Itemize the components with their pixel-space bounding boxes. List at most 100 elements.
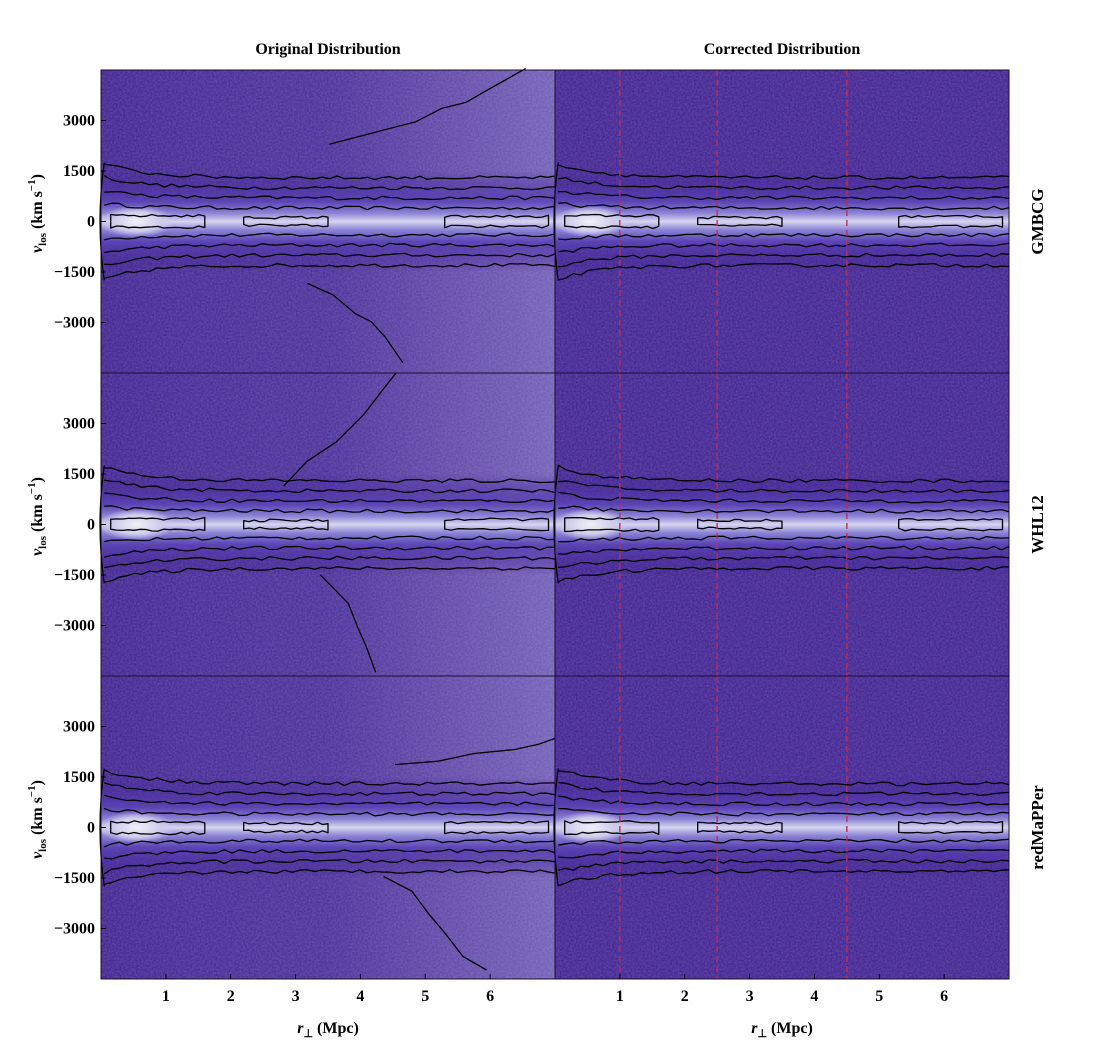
contour-line [558,177,1010,191]
y-tick-label: 3000 [63,719,95,736]
contour-line [104,555,556,569]
panel-gmbcg-original [98,67,556,374]
contour-line [104,545,556,558]
contour-line [104,252,556,266]
x-tick-label: 4 [810,988,818,1005]
contour-line [558,770,1010,787]
contour-outlier [329,67,527,145]
contour-line [104,535,556,543]
contour-line [99,465,105,584]
panel-gmbcg-corrected [552,69,1010,374]
contour-core [697,821,783,834]
y-axis-label: vlos (km s−1) [26,174,49,253]
contour-core [243,518,329,531]
contour-core [697,215,783,228]
contour-core [564,213,660,230]
contour-core [444,214,550,229]
contour-line [553,162,559,281]
contour-core [898,214,1004,229]
contour-line [99,162,105,281]
row-label-whl12: WHL12 [1028,495,1047,554]
contour-line [558,781,1010,797]
contour-core [110,213,206,229]
contour-line [103,807,556,817]
contour-line [557,565,1010,583]
contour-line [104,232,556,241]
contour-line [104,848,556,860]
contour-line [104,869,556,885]
panel-whl12-original [98,371,556,677]
contour-line [558,252,1010,268]
contour-line [558,262,1010,281]
y-tick-label: 0 [87,517,95,534]
contour-line [558,232,1010,241]
contour-line [104,467,556,484]
y-tick-label: −1500 [54,567,95,584]
contour-core [564,820,660,836]
contour-line [104,242,556,254]
contour-line [558,838,1010,846]
contour-line [104,782,556,797]
contour-line [558,491,1010,504]
contour-line [104,566,556,583]
contour-core [564,516,660,533]
y-tick-label: 1500 [63,163,95,180]
y-tick-label: −1500 [54,264,95,281]
contour-line [557,464,1010,484]
y-tick-label: −3000 [54,618,95,635]
column-title-original: Original Distribution [255,41,400,58]
contour-outlier [283,371,398,487]
contour-core [110,819,206,836]
x-tick-label: 6 [486,988,494,1005]
contour-core [110,516,206,532]
y-tick-label: 0 [87,214,95,231]
contour-line [104,479,556,494]
panel-redmapper-corrected [552,675,1010,980]
contour-line [104,794,556,807]
x-tick-label: 5 [875,988,883,1005]
contour-core [697,518,783,531]
contour-line [553,465,559,584]
contour-line [558,480,1010,494]
x-tick-label: 2 [227,988,235,1005]
x-tick-label: 2 [681,988,689,1005]
contour-line [553,768,559,887]
contour-line [104,492,556,503]
x-tick-label: 3 [292,988,300,1005]
contour-line [103,838,556,848]
y-tick-label: 3000 [63,113,95,130]
contour-core [898,820,1004,835]
contour-line [558,869,1010,887]
contour-line [558,858,1010,871]
panel-redmapper-original [98,675,557,980]
contour-line [104,190,556,201]
density-core [98,811,175,844]
x-tick-label: 1 [616,988,624,1005]
contour-core [243,215,329,228]
contour-line [558,190,1010,201]
contour-line [104,505,556,514]
density-core [552,811,629,844]
x-tick-label: 5 [421,988,429,1005]
contour-line [558,545,1010,555]
x-tick-label: 1 [162,988,170,1005]
y-tick-label: −3000 [54,921,95,938]
contour-line [558,535,1010,543]
x-tick-label: 3 [746,988,754,1005]
contour-outlier [307,282,404,364]
panel-frame [554,675,1010,980]
contour-line [558,202,1010,211]
x-axis-label: r⊥ (Mpc) [297,1020,359,1040]
contour-outlier [383,875,487,971]
y-tick-label: 0 [87,820,95,837]
contour-line [558,848,1010,859]
contour-line [558,242,1010,253]
row-label-gmbcg: GMBCG [1028,188,1047,254]
contour-line [99,768,105,887]
contour-line [557,164,1010,181]
contour-core [444,820,550,835]
contour-outlier [319,574,377,673]
contour-line [104,202,556,211]
contour-line [558,505,1010,514]
density-core [98,508,175,541]
